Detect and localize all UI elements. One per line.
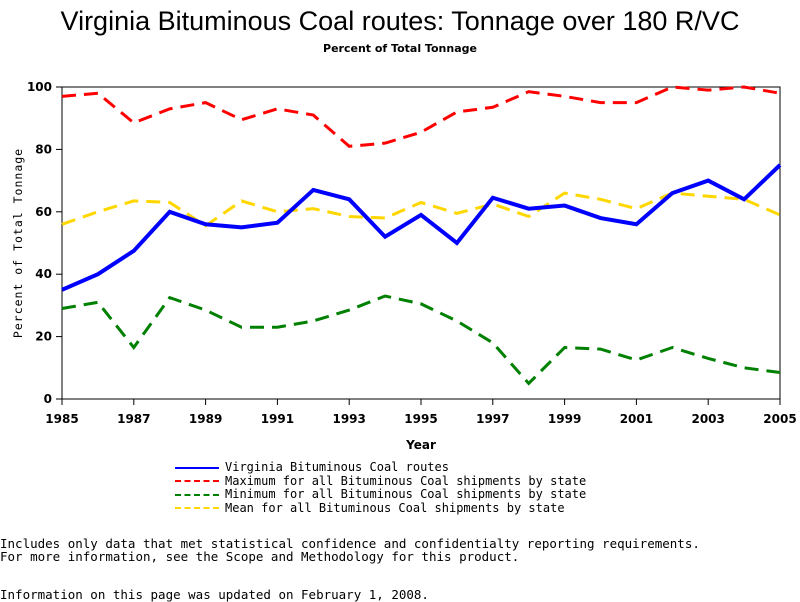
legend-swatch xyxy=(175,466,219,469)
y-tick-label: 80 xyxy=(35,142,52,156)
x-tick-label: 1987 xyxy=(117,412,150,426)
y-tick-label: 40 xyxy=(35,267,52,281)
legend-label: Mean for all Bituminous Coal shipments b… xyxy=(225,500,565,515)
x-tick-label: 1993 xyxy=(332,412,365,426)
x-tick-label: 1999 xyxy=(548,412,581,426)
x-tick-label: 1991 xyxy=(261,412,294,426)
note-methodology: For more information, see the Scope and … xyxy=(0,549,520,564)
x-tick-label: 1985 xyxy=(45,412,78,426)
note-updated: Information on this page was updated on … xyxy=(0,587,429,602)
x-tick-label: 1989 xyxy=(189,412,222,426)
x-tick-label: 1995 xyxy=(404,412,437,426)
legend-item: Virginia Bituminous Coal routes xyxy=(175,460,586,475)
chart-subtitle: Percent of Total Tonnage xyxy=(323,42,477,55)
legend-label: Maximum for all Bituminous Coal shipment… xyxy=(225,473,587,488)
x-axis-label: Year xyxy=(405,438,436,452)
y-tick-label: 20 xyxy=(35,330,52,344)
y-tick-label: 0 xyxy=(44,392,52,406)
x-tick-label: 1997 xyxy=(476,412,509,426)
series-line-3 xyxy=(61,191,781,228)
legend-item: Mean for all Bituminous Coal shipments b… xyxy=(175,500,586,516)
line-chart: 0 20 40 60 80 100 1985 1987 1989 1991 1993 1995 1997… xyxy=(11,80,797,452)
chart-title: Virginia Bituminous Coal routes: Tonnage… xyxy=(60,6,740,36)
note-confidence: Includes only data that met statistical … xyxy=(0,536,700,551)
legend-item: Maximum for all Bituminous Coal shipment… xyxy=(175,473,587,489)
legend-swatch xyxy=(175,507,219,510)
x-tick-label: 2001 xyxy=(620,412,653,426)
x-tick-label: 2005 xyxy=(763,412,796,426)
legend: Virginia Bituminous Coal routes Maximum f… xyxy=(175,460,587,516)
series-line-0 xyxy=(61,163,782,292)
legend-label: Minimum for all Bituminous Coal shipment… xyxy=(225,487,587,501)
y-tick-label: 60 xyxy=(35,205,52,219)
legend-swatch xyxy=(175,493,219,496)
series-line-1 xyxy=(61,85,781,148)
x-tick-label: 2003 xyxy=(691,412,724,426)
legend-swatch xyxy=(175,480,219,483)
y-axis-label: Percent of Total Tonnage xyxy=(11,148,25,338)
legend-item: Minimum for all Bituminous Coal shipment… xyxy=(175,487,587,502)
legend-label: Virginia Bituminous Coal routes xyxy=(225,460,449,474)
plot-frame xyxy=(61,86,781,400)
series-line-2 xyxy=(61,294,781,386)
y-tick-label: 100 xyxy=(27,80,52,94)
